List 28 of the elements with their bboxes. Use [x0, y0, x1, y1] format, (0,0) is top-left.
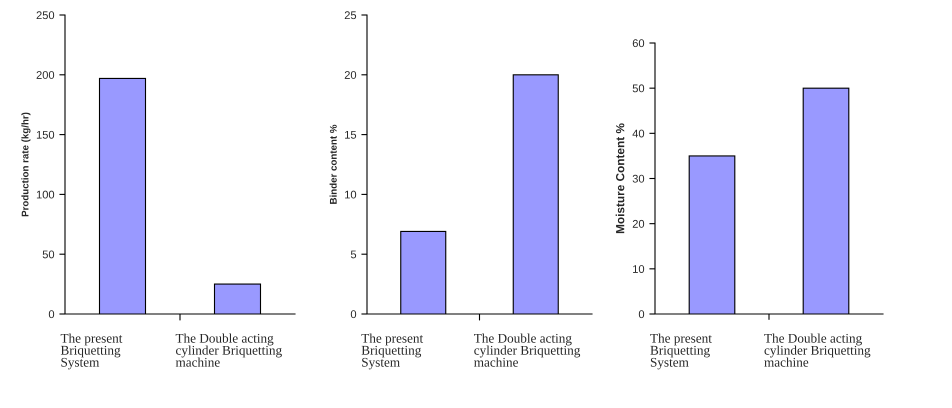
- y-tick-label: 20: [632, 220, 644, 228]
- y-tick-label: 0: [48, 310, 54, 318]
- y-axis-title: Moisture Content %: [616, 123, 624, 234]
- y-tick-label: 200: [36, 71, 54, 79]
- y-tick-label: 10: [345, 190, 356, 199]
- y-tick-label: 25: [344, 11, 356, 20]
- y-tick-label: 20: [344, 71, 356, 79]
- x-tick-label: The Double acting cylinder Briquetting machine: [764, 333, 870, 367]
- x-tick-label: The present Briquetting System: [361, 333, 424, 370]
- y-tick-label: 60: [632, 39, 644, 48]
- y-axis-title: Production rate (kg/hr): [21, 112, 30, 216]
- y-tick-label: 50: [42, 250, 54, 258]
- y-tick-label: 0: [350, 310, 356, 318]
- x-tick-label: The Double acting cylinder Briquetting machine: [474, 333, 580, 367]
- y-tick-label: 30: [632, 174, 644, 183]
- y-tick-label: 15: [345, 130, 356, 139]
- y-axis-title: Binder content %: [330, 124, 337, 204]
- y-tick-label: 150: [36, 130, 54, 139]
- y-tick-label: 10: [633, 265, 644, 273]
- y-tick-label: 0: [638, 310, 644, 318]
- y-tick-label: 100: [36, 190, 54, 199]
- y-tick-label: 5: [350, 250, 356, 258]
- y-tick-label: 250: [36, 11, 54, 20]
- x-tick-label: The Double acting cylinder Briquetting machine: [176, 333, 282, 367]
- y-tick-label: 50: [632, 84, 644, 92]
- x-tick-label: The present Briquetting System: [60, 333, 122, 370]
- x-tick-label: The present Briquetting System: [650, 333, 712, 370]
- y-tick-label: 40: [632, 130, 644, 138]
